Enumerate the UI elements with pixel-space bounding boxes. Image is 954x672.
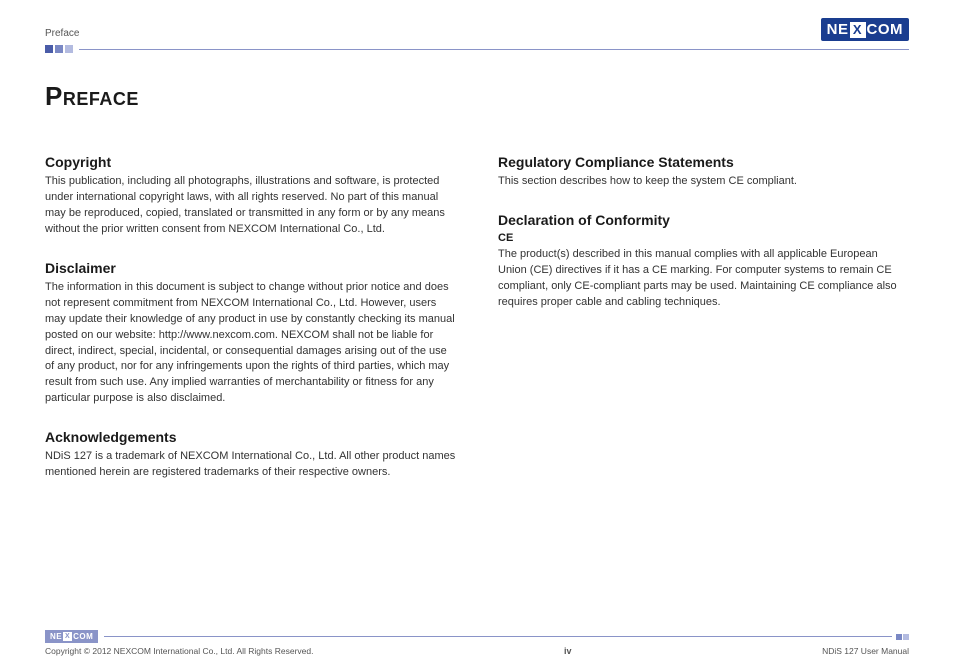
square-icon: [896, 634, 902, 640]
footer-decorative-squares: [896, 634, 909, 640]
header-rule: [45, 45, 909, 53]
declaration-section: Declaration of Conformity CE The product…: [498, 212, 909, 311]
brand-logo: NE X COM: [821, 18, 909, 41]
square-icon: [65, 45, 73, 53]
decorative-squares: [45, 45, 73, 53]
footer-logo-x-icon: X: [63, 632, 72, 641]
square-icon: [903, 634, 909, 640]
section-body: This section describes how to keep the s…: [498, 174, 909, 190]
acknowledgements-section: Acknowledgements NDiS 127 is a trademark…: [45, 429, 456, 481]
right-column: Regulatory Compliance Statements This se…: [498, 154, 909, 503]
footer-logo-right: COM: [73, 632, 93, 641]
footer-logo-left: NE: [50, 632, 62, 641]
logo-text: NE X COM: [827, 21, 903, 38]
footer-rule: NE X COM: [45, 630, 909, 643]
page-title: Preface: [45, 81, 909, 112]
section-body: This publication, including all photogra…: [45, 174, 456, 238]
section-body: The product(s) described in this manual …: [498, 247, 909, 311]
logo-left: NE: [827, 21, 849, 38]
logo-right: COM: [867, 21, 904, 38]
section-body: The information in this document is subj…: [45, 280, 456, 408]
content-columns: Copyright This publication, including al…: [45, 154, 909, 503]
section-heading: Acknowledgements: [45, 429, 456, 445]
footer-text-row: Copyright © 2012 NEXCOM International Co…: [45, 646, 909, 656]
logo-x-icon: X: [850, 22, 866, 38]
footer-horizontal-rule: [104, 636, 892, 637]
section-heading: Declaration of Conformity: [498, 212, 909, 228]
footer-logo: NE X COM: [45, 630, 98, 643]
section-heading: Copyright: [45, 154, 456, 170]
page-header: Preface NE X COM: [45, 18, 909, 41]
page-number: iv: [564, 646, 572, 656]
section-heading: Disclaimer: [45, 260, 456, 276]
disclaimer-section: Disclaimer The information in this docum…: [45, 260, 456, 408]
page-footer: NE X COM Copyright © 2012 NEXCOM Interna…: [45, 630, 909, 656]
section-heading: Regulatory Compliance Statements: [498, 154, 909, 170]
regulatory-section: Regulatory Compliance Statements This se…: [498, 154, 909, 190]
breadcrumb: Preface: [45, 28, 79, 41]
horizontal-rule: [79, 49, 909, 50]
left-column: Copyright This publication, including al…: [45, 154, 456, 503]
footer-copyright: Copyright © 2012 NEXCOM International Co…: [45, 646, 313, 656]
square-icon: [55, 45, 63, 53]
section-body: NDiS 127 is a trademark of NEXCOM Intern…: [45, 449, 456, 481]
copyright-section: Copyright This publication, including al…: [45, 154, 456, 238]
footer-manual-name: NDiS 127 User Manual: [822, 646, 909, 656]
square-icon: [45, 45, 53, 53]
section-subheading: CE: [498, 232, 909, 244]
